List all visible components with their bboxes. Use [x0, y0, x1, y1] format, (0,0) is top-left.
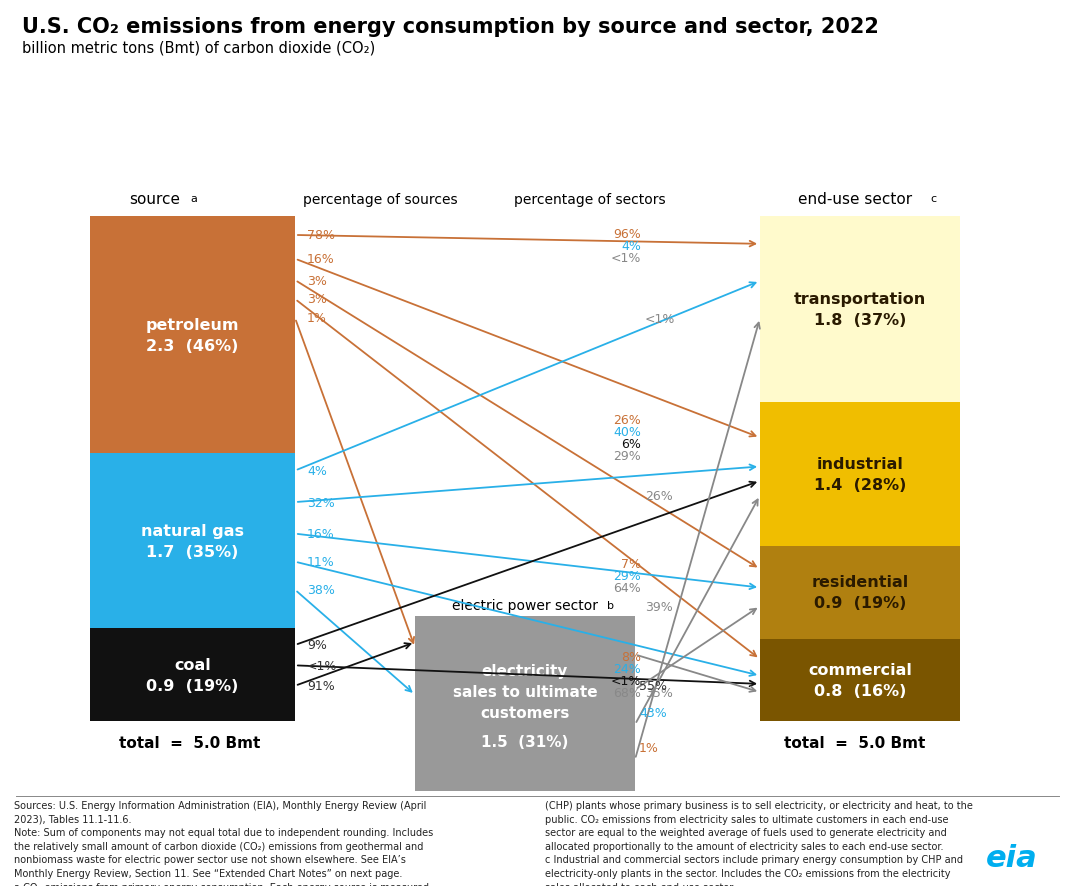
Text: 29%: 29% [613, 570, 641, 583]
Text: transportation
1.8  (37%): transportation 1.8 (37%) [793, 291, 927, 328]
Text: 8%: 8% [621, 650, 641, 664]
Bar [415, 617, 635, 791]
Text: 96%: 96% [613, 229, 641, 241]
Bar [760, 639, 960, 721]
Text: eia: eia [986, 843, 1037, 873]
Text: percentage of sectors: percentage of sectors [514, 193, 665, 206]
Text: 78%: 78% [307, 229, 335, 242]
Text: c: c [930, 194, 936, 204]
Text: 40%: 40% [613, 425, 641, 439]
Text: <1%: <1% [611, 674, 641, 688]
Text: industrial
1.4  (28%): industrial 1.4 (28%) [814, 456, 906, 492]
Text: natural gas
1.7  (35%): natural gas 1.7 (35%) [141, 523, 244, 559]
Text: <1%: <1% [307, 659, 338, 672]
Text: end-use sector: end-use sector [798, 191, 912, 206]
Bar [760, 402, 960, 546]
Text: 1%: 1% [639, 741, 659, 754]
Text: 4%: 4% [307, 464, 327, 478]
Text: 16%: 16% [307, 527, 334, 540]
Text: commercial
0.8  (16%): commercial 0.8 (16%) [808, 662, 912, 698]
Text: (CHP) plants whose primary business is to sell electricity, or electricity and h: (CHP) plants whose primary business is t… [545, 800, 973, 886]
Text: petroleum
2.3  (46%): petroleum 2.3 (46%) [146, 317, 240, 354]
Text: b: b [607, 601, 614, 610]
Bar [760, 217, 960, 402]
Text: <1%: <1% [645, 312, 675, 325]
Text: 39%: 39% [645, 600, 673, 613]
Text: 3%: 3% [307, 274, 327, 287]
Text: 43%: 43% [639, 706, 666, 719]
Text: 26%: 26% [645, 489, 673, 502]
Text: 3%: 3% [307, 293, 327, 307]
Text: Sources: U.S. Energy Information Administration (EIA), Monthly Energy Review (Ap: Sources: U.S. Energy Information Adminis… [14, 800, 433, 886]
Text: billion metric tons (Bmt) of carbon dioxide (CO₂): billion metric tons (Bmt) of carbon diox… [22, 40, 375, 55]
Text: 38%: 38% [307, 584, 335, 596]
Text: 26%: 26% [613, 414, 641, 426]
Bar [760, 546, 960, 639]
Text: a: a [190, 194, 197, 204]
Text: source: source [129, 191, 181, 206]
Text: 64%: 64% [613, 581, 641, 595]
Text: 29%: 29% [613, 449, 641, 462]
Text: 35%: 35% [645, 686, 673, 699]
Text: total  =  5.0 Bmt: total = 5.0 Bmt [119, 735, 261, 750]
Bar [90, 628, 295, 721]
Text: 55%: 55% [639, 680, 666, 693]
Text: 16%: 16% [307, 253, 334, 266]
Text: <1%: <1% [611, 253, 641, 265]
Text: total  =  5.0 Bmt: total = 5.0 Bmt [785, 735, 926, 750]
Text: 1%: 1% [307, 312, 327, 325]
Text: electric power sector: electric power sector [452, 598, 598, 612]
Text: 32%: 32% [307, 496, 334, 509]
Text: percentage of sources: percentage of sources [303, 193, 457, 206]
Text: U.S. CO₂ emissions from energy consumption by source and sector, 2022: U.S. CO₂ emissions from energy consumpti… [22, 17, 879, 37]
Text: 24%: 24% [613, 663, 641, 675]
Text: residential
0.9  (19%): residential 0.9 (19%) [812, 574, 908, 610]
Text: electricity
sales to ultimate
customers: electricity sales to ultimate customers [453, 664, 598, 720]
Bar [90, 217, 295, 454]
Text: 4%: 4% [621, 240, 641, 253]
Text: 11%: 11% [307, 556, 334, 569]
Text: 6%: 6% [621, 438, 641, 450]
Text: coal
0.9  (19%): coal 0.9 (19%) [146, 657, 239, 693]
Text: 1.5  (31%): 1.5 (31%) [482, 734, 569, 750]
Text: 91%: 91% [307, 680, 334, 693]
Text: 68%: 68% [613, 687, 641, 699]
Bar [90, 454, 295, 628]
Text: 9%: 9% [307, 639, 327, 652]
Text: 7%: 7% [621, 557, 641, 571]
